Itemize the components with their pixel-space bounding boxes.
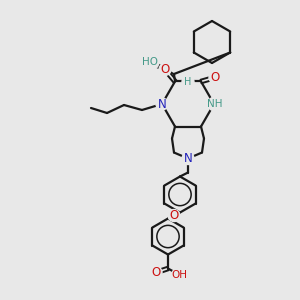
Circle shape	[182, 152, 194, 164]
Circle shape	[182, 76, 194, 88]
Text: O: O	[160, 63, 169, 76]
Text: NH: NH	[207, 99, 223, 109]
Text: HO: HO	[142, 57, 158, 67]
Circle shape	[172, 268, 186, 281]
Circle shape	[143, 54, 159, 70]
Circle shape	[159, 64, 171, 76]
Text: N: N	[184, 152, 192, 165]
Polygon shape	[151, 61, 174, 74]
Text: H: H	[184, 77, 192, 87]
Text: O: O	[169, 209, 178, 222]
Circle shape	[222, 98, 230, 106]
Circle shape	[156, 98, 168, 110]
Text: O: O	[152, 266, 160, 279]
Circle shape	[150, 266, 162, 278]
Circle shape	[209, 71, 221, 83]
Circle shape	[168, 209, 180, 221]
Circle shape	[208, 97, 222, 111]
Text: O: O	[210, 71, 220, 84]
Text: OH: OH	[171, 269, 187, 280]
Text: N: N	[158, 98, 166, 110]
